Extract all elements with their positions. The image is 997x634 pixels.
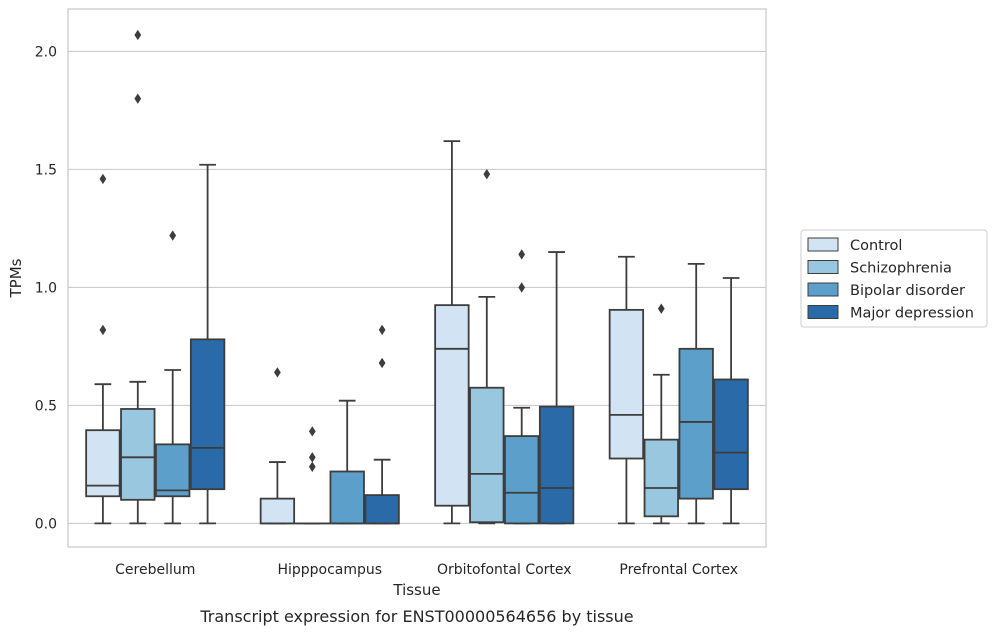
outlier-point bbox=[308, 452, 316, 463]
box-iqr bbox=[120, 408, 156, 501]
box-1-3 bbox=[643, 303, 679, 525]
x-tick-label: Hipppocampus bbox=[277, 562, 382, 578]
chart-caption: Transcript expression for ENST0000056465… bbox=[199, 607, 633, 626]
outlier-point bbox=[518, 249, 526, 260]
box-3-1 bbox=[364, 324, 400, 525]
outlier-point bbox=[134, 29, 142, 41]
box-0-3 bbox=[608, 255, 645, 525]
y-tick-label: 0.5 bbox=[35, 398, 57, 414]
box-3-2 bbox=[538, 251, 575, 525]
outlier-point bbox=[308, 426, 316, 437]
box-iqr bbox=[259, 497, 296, 525]
legend-swatch bbox=[807, 282, 839, 297]
outlier-point bbox=[308, 461, 316, 472]
box-iqr bbox=[189, 338, 226, 491]
outlier-point bbox=[657, 303, 665, 314]
x-tick-label: Cerebellum bbox=[115, 562, 195, 578]
outlier-point bbox=[134, 93, 142, 104]
box-layer bbox=[85, 29, 749, 525]
box-3-0 bbox=[189, 163, 226, 525]
box-3-3 bbox=[713, 277, 749, 525]
box-iqr bbox=[364, 494, 400, 525]
outlier-point bbox=[274, 367, 281, 378]
legend-swatch bbox=[807, 260, 839, 274]
box-2-1 bbox=[329, 399, 365, 525]
box-iqr bbox=[504, 435, 540, 525]
legend-label: Bipolar disorder bbox=[850, 283, 965, 299]
box-iqr bbox=[469, 386, 505, 524]
box-iqr bbox=[155, 443, 191, 498]
y-tick-labels: 0.0 0.5 1.0 1.5 2.0 bbox=[35, 44, 57, 532]
box-iqr bbox=[434, 304, 470, 507]
outlier-point bbox=[483, 169, 491, 180]
box-1-0 bbox=[120, 29, 156, 525]
box-iqr bbox=[713, 378, 749, 491]
grid-layer bbox=[68, 50, 766, 524]
y-tick-label: 1.5 bbox=[35, 162, 57, 178]
box-2-0 bbox=[155, 230, 191, 525]
outlier-point bbox=[518, 282, 526, 293]
legend-frame bbox=[800, 229, 988, 328]
outlier-point bbox=[169, 230, 177, 241]
outlier-point bbox=[378, 357, 386, 369]
outlier-point bbox=[99, 173, 107, 185]
box-2-2 bbox=[504, 249, 540, 525]
y-tick-label: 1.0 bbox=[35, 280, 57, 296]
plot-frame bbox=[67, 8, 767, 548]
box-iqr bbox=[538, 405, 575, 525]
x-tick-labels: Cerebellum Hipppocampus Orbitofontal Corte… bbox=[115, 562, 738, 578]
box-iqr bbox=[329, 470, 365, 525]
x-tick-label: Prefrontal Cortex bbox=[619, 562, 738, 578]
x-axis-label: Tissue bbox=[392, 581, 440, 599]
box-0-2 bbox=[434, 140, 470, 525]
box-2-3 bbox=[678, 262, 714, 525]
box-iqr bbox=[643, 438, 679, 518]
legend-items: Control Schizophrenia Bipolar disorder Majo… bbox=[807, 237, 974, 322]
box-iqr bbox=[608, 308, 645, 460]
box-1-1 bbox=[294, 426, 330, 525]
legend: Control Schizophrenia Bipolar disorder Majo… bbox=[800, 229, 988, 328]
legend-label: Schizophrenia bbox=[850, 261, 952, 277]
y-tick-label: 0.0 bbox=[35, 516, 57, 532]
legend-swatch bbox=[807, 305, 839, 319]
x-tick-label: Orbitofontal Cortex bbox=[437, 562, 572, 578]
y-tick-label: 2.0 bbox=[35, 44, 57, 60]
legend-swatch bbox=[807, 237, 839, 252]
box-0-1 bbox=[259, 367, 296, 525]
outlier-point bbox=[99, 324, 107, 336]
box-1-2 bbox=[469, 169, 505, 525]
legend-label: Control bbox=[850, 238, 902, 254]
legend-label: Major depression bbox=[850, 306, 974, 322]
box-iqr bbox=[678, 347, 714, 500]
box-0-0 bbox=[85, 173, 121, 525]
y-axis-label: TPMs bbox=[7, 258, 25, 298]
outlier-point bbox=[378, 324, 386, 336]
